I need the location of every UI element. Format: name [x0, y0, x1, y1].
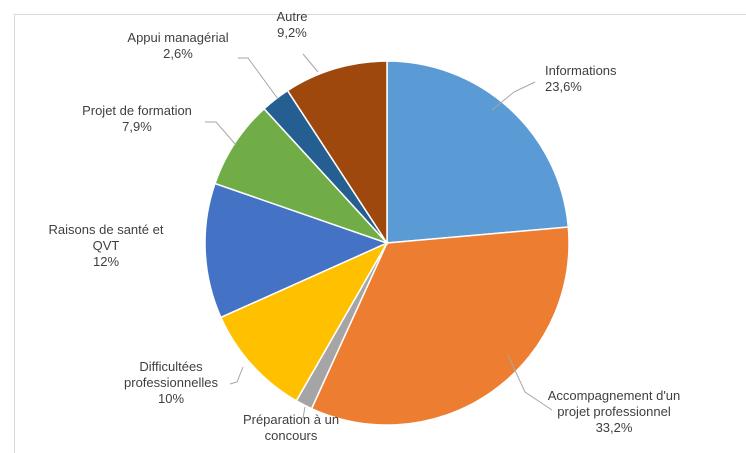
- data-label-category: projet professionnel: [557, 404, 671, 419]
- data-label-category: Accompagnement d'un: [548, 388, 681, 403]
- leader-line-informations: [491, 81, 536, 111]
- pie-slice-autre: [286, 60, 388, 246]
- pie-slice-accompagnement-d-un: [310, 226, 570, 426]
- data-label-difficultees: Difficultées professionnelles 10%: [124, 359, 218, 406]
- data-label-category: Appui managérial: [127, 30, 228, 45]
- data-label-accompagnement-d-un: Accompagnement d'un projet professionnel 3…: [548, 388, 681, 435]
- data-label-value: 10%: [158, 391, 184, 406]
- data-label-raisons-de-sante-et: Raisons de santé et QVT 12%: [49, 222, 164, 269]
- data-label-category: Informations: [545, 63, 617, 78]
- leader-line-projet-de-formation: [205, 121, 237, 146]
- data-label-category: Autre: [276, 9, 307, 24]
- data-label-preparation-a-un: Préparation à un concours: [243, 412, 339, 443]
- data-label-category: concours: [265, 428, 318, 443]
- leader-line-difficultees: [229, 366, 244, 385]
- leader-line-appui-managerial: [238, 57, 279, 100]
- data-label-value: 23,6%: [545, 79, 582, 94]
- leader-line-preparation-a-un: [302, 406, 306, 419]
- frame-border-left: [14, 14, 15, 453]
- data-label-value: 9,2%: [277, 25, 307, 40]
- data-label-value: 33,2%: [596, 420, 633, 435]
- pie-slice-difficultees: [219, 241, 389, 402]
- data-label-value: 2,6%: [163, 46, 193, 61]
- pie-slices: [204, 60, 570, 426]
- data-label-category: Difficultées: [139, 359, 203, 374]
- data-label-informations: Informations 23,6%: [545, 63, 617, 94]
- leader-lines: [205, 53, 553, 419]
- data-label-value: 7,9%: [122, 119, 152, 134]
- frame-border-top: [14, 14, 746, 15]
- data-label-category: Projet de formation: [82, 103, 192, 118]
- data-label-value: 12%: [93, 254, 119, 269]
- data-label-projet-de-formation: Projet de formation 7,9%: [82, 103, 192, 134]
- pie-slice-raisons-de-sante-et: [204, 182, 390, 319]
- data-label-category: QVT: [93, 238, 120, 253]
- data-label-category: Préparation à un: [243, 412, 339, 427]
- data-label-category: professionnelles: [124, 375, 218, 390]
- pie-slice-informations: [386, 60, 570, 244]
- leader-line-autre: [302, 53, 319, 73]
- data-label-appui-managerial: Appui managérial 2,6%: [127, 30, 228, 61]
- leader-line-accompagnement-d-un: [507, 354, 553, 411]
- data-labels: Informations 23,6% Accompagnement d'un proj…: [49, 9, 681, 443]
- data-label-category: Raisons de santé et: [49, 222, 164, 237]
- data-label-autre: Autre 9,2%: [276, 9, 307, 40]
